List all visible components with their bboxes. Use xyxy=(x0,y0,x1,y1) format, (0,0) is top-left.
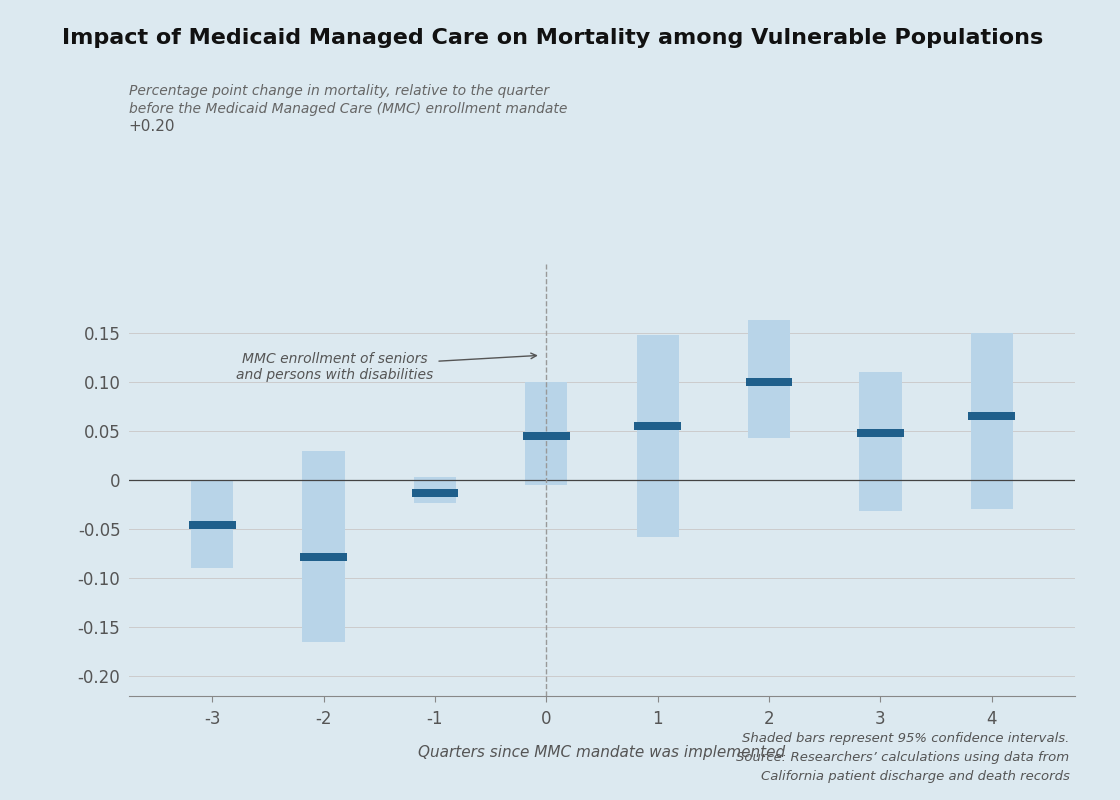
Text: before the Medicaid Managed Care (MMC) enrollment mandate: before the Medicaid Managed Care (MMC) e… xyxy=(129,102,567,116)
Bar xyxy=(300,553,347,561)
Bar xyxy=(969,412,1015,420)
Bar xyxy=(525,382,568,485)
Bar xyxy=(748,320,791,438)
Bar xyxy=(192,480,233,568)
Bar xyxy=(746,378,792,386)
Bar xyxy=(413,477,456,502)
Bar xyxy=(634,422,681,430)
Bar xyxy=(859,372,902,511)
Bar xyxy=(189,522,235,529)
Bar xyxy=(302,450,345,642)
Text: Percentage point change in mortality, relative to the quarter: Percentage point change in mortality, re… xyxy=(129,84,549,98)
Bar xyxy=(412,489,458,497)
Bar xyxy=(971,333,1012,510)
Bar xyxy=(636,334,679,537)
Text: MMC enrollment of seniors
and persons with disabilities: MMC enrollment of seniors and persons wi… xyxy=(236,352,536,382)
Text: Shaded bars represent 95% confidence intervals.
Source: Researchers’ calculation: Shaded bars represent 95% confidence int… xyxy=(737,732,1070,783)
X-axis label: Quarters since MMC mandate was implemented: Quarters since MMC mandate was implement… xyxy=(419,745,785,759)
Text: +0.20: +0.20 xyxy=(129,119,176,134)
Bar xyxy=(857,429,904,437)
Text: Impact of Medicaid Managed Care on Mortality among Vulnerable Populations: Impact of Medicaid Managed Care on Morta… xyxy=(62,28,1043,48)
Bar xyxy=(523,432,570,440)
